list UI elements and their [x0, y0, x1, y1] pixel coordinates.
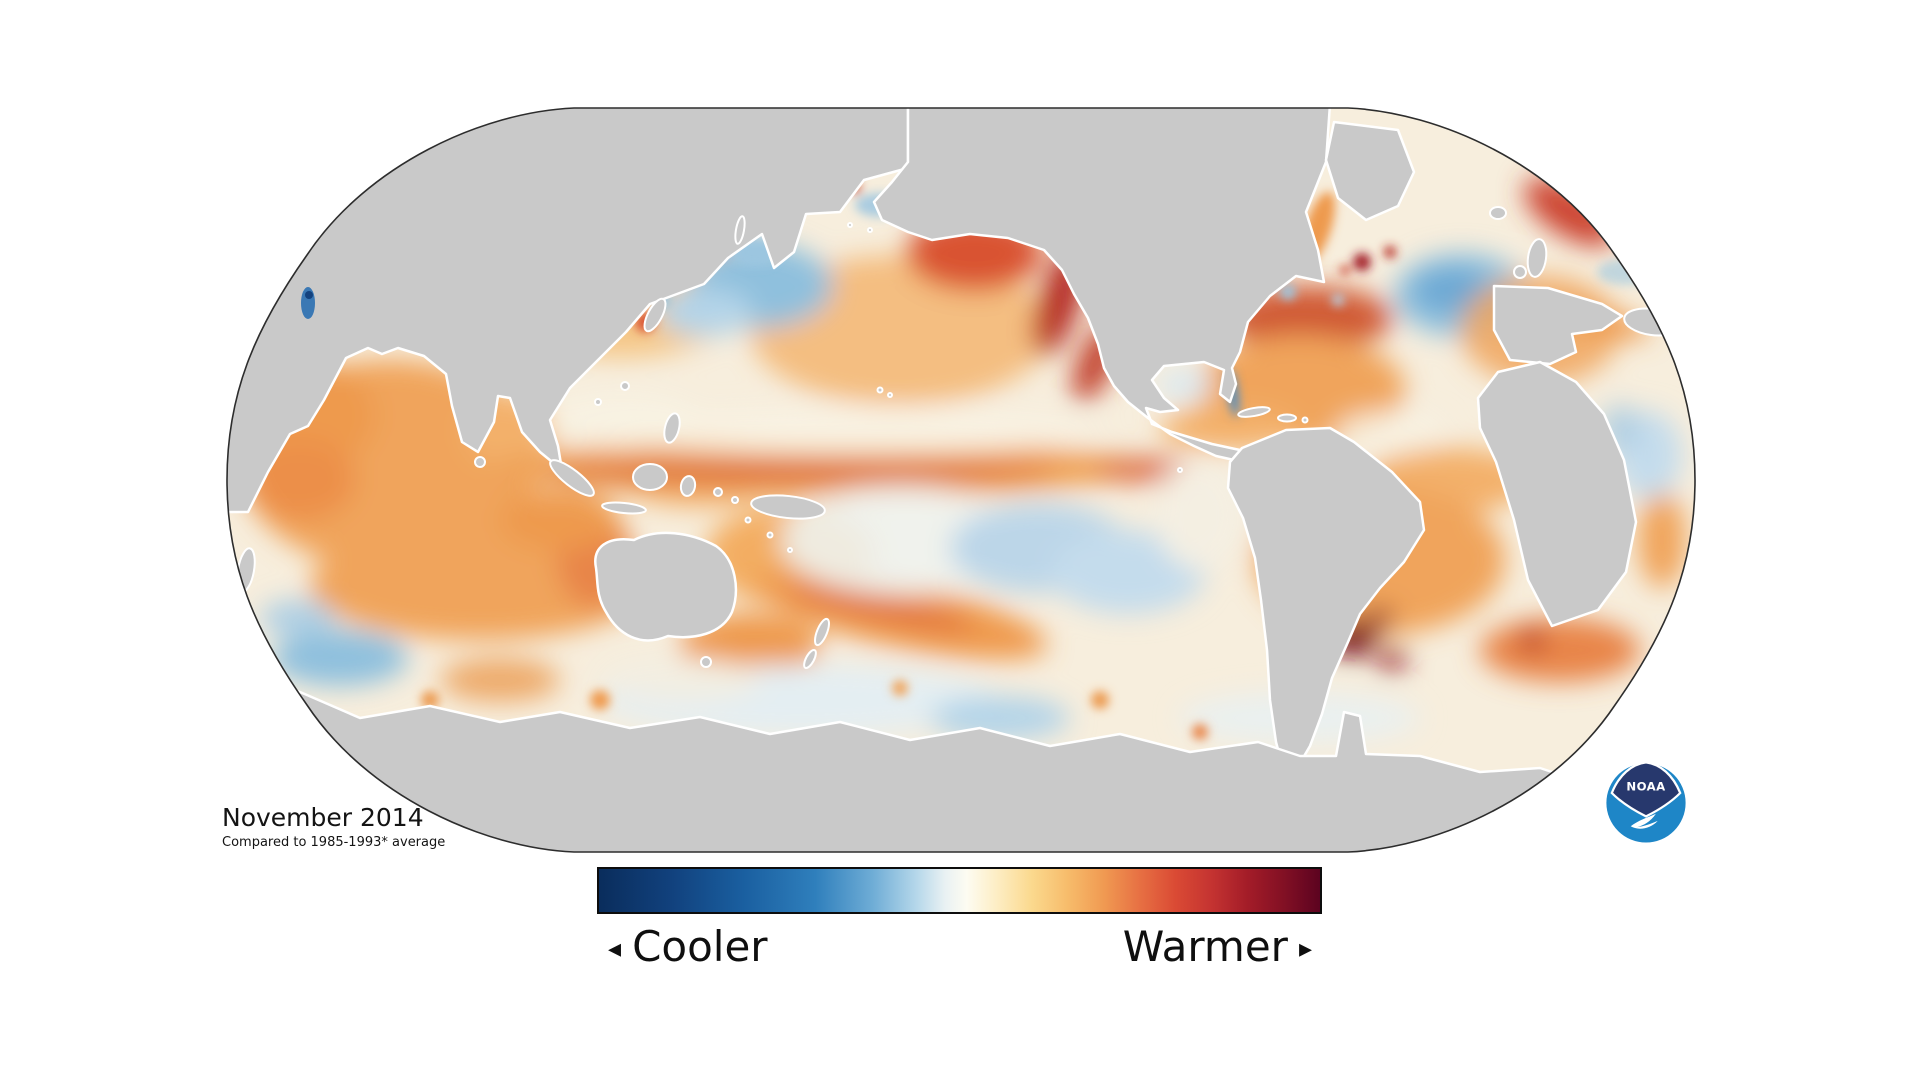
- island-borneo: [632, 463, 668, 491]
- island-speck: [766, 531, 774, 539]
- landmass-australia: [594, 531, 738, 642]
- landmass-greenland: [1324, 120, 1416, 222]
- island-philippines: [663, 412, 681, 444]
- warmer-label-group: Warmer ▸: [1122, 922, 1312, 971]
- island-new-guinea: [750, 494, 826, 520]
- island-new-zealand-north: [814, 617, 830, 647]
- noaa-logo: NOAA: [1606, 761, 1686, 843]
- island-hispaniola: [1277, 413, 1297, 423]
- landmass-antarctica: [227, 670, 1695, 852]
- noaa-logo-kite: [1610, 761, 1682, 818]
- colorbar: [597, 867, 1322, 914]
- island-japan: [643, 297, 667, 333]
- date-label: November 2014: [222, 803, 424, 832]
- island-speck: [847, 222, 853, 228]
- island-tasmania: [700, 656, 712, 668]
- island-taiwan: [620, 381, 630, 391]
- island-speck: [867, 227, 873, 233]
- island-sulawesi: [679, 475, 697, 497]
- cooler-arrow-icon: ◂: [608, 933, 622, 964]
- cooler-label: Cooler: [632, 922, 768, 971]
- island-speck: [1177, 467, 1183, 473]
- landmass-africa: [1476, 360, 1638, 628]
- islands-layer: [236, 206, 1681, 670]
- island-sakhalin: [734, 215, 746, 245]
- island-speck: [744, 516, 752, 524]
- island-great-britain: [1526, 238, 1548, 278]
- island-cuba: [1237, 406, 1271, 418]
- map-outline: [226, 107, 1696, 853]
- cooler-label-group: ◂ Cooler: [608, 922, 768, 971]
- island-speck: [887, 392, 893, 398]
- landmass-north-america: [872, 108, 1332, 462]
- island-speck: [713, 487, 723, 497]
- noaa-logo-text: NOAA: [1626, 779, 1665, 793]
- island-speck: [1301, 416, 1309, 424]
- island-java: [601, 501, 647, 515]
- island-iceland: [1489, 206, 1507, 220]
- island-speck: [731, 496, 739, 504]
- island-new-zealand-south: [803, 648, 817, 670]
- colorbar-gradient: [599, 869, 1320, 912]
- landmass-europe: [1492, 284, 1624, 366]
- warmer-label: Warmer: [1122, 922, 1288, 971]
- landmass-south-america: [1226, 426, 1426, 774]
- island-sumatra: [549, 459, 595, 497]
- caspian-sea: [301, 287, 315, 319]
- island-ireland: [1513, 265, 1527, 279]
- island-speck: [876, 386, 884, 394]
- warmer-arrow-icon: ▸: [1298, 933, 1312, 964]
- baseline-note: Compared to 1985-1993* average: [222, 834, 446, 850]
- island-speck: [787, 547, 793, 553]
- island-hainan: [594, 398, 602, 406]
- seagull-icon: [1630, 813, 1658, 829]
- title-block: November 2014 Compared to 1985-1993* ave…: [222, 803, 446, 850]
- island-sri-lanka: [474, 456, 486, 468]
